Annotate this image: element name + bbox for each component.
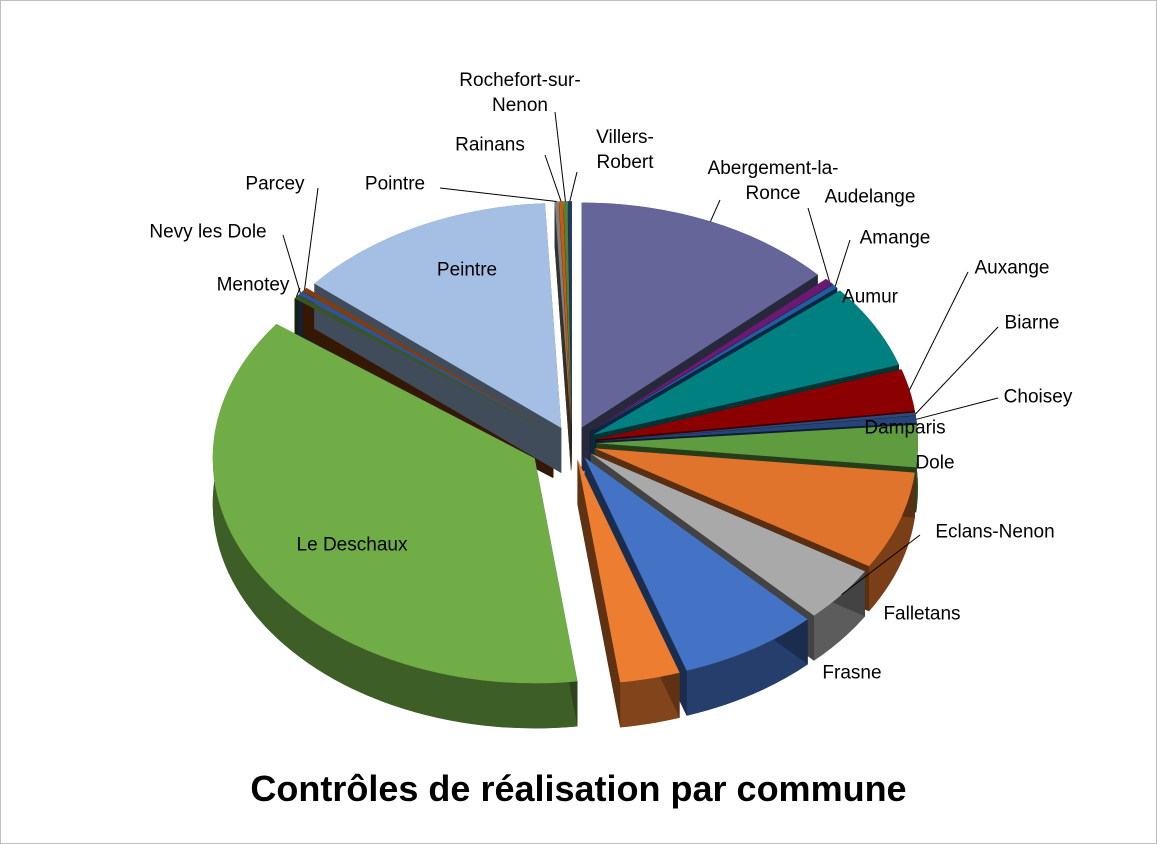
- slice-label: Falletans: [883, 603, 961, 625]
- slice-label: Audelange: [824, 186, 916, 208]
- slice: [594, 448, 915, 567]
- slice: [595, 415, 917, 442]
- leader-line: [710, 199, 721, 222]
- slice-label: Villers-Robert: [596, 127, 654, 173]
- slice-side: [869, 472, 915, 612]
- slice-label: Le Deschaux: [296, 534, 408, 556]
- slice: [314, 203, 562, 428]
- slice-label: Pointre: [364, 173, 426, 195]
- slice-side: [686, 619, 808, 716]
- slice-label: Dole: [915, 452, 955, 474]
- leader-line: [304, 187, 319, 290]
- slice: [567, 201, 572, 427]
- slice-cut: [554, 201, 571, 472]
- leader-line: [807, 207, 830, 282]
- slice-label: Eclans-Nenon: [935, 521, 1055, 543]
- slice-label: Menotey: [216, 274, 290, 296]
- slice-label: Nevy les Dole: [149, 221, 267, 243]
- slice: [581, 202, 818, 428]
- slice: [595, 412, 916, 441]
- leader-line: [282, 234, 301, 294]
- slice-cut: [577, 459, 621, 728]
- slice-label: Damparis: [864, 417, 946, 439]
- leader-line: [916, 397, 999, 420]
- leader-line: [554, 111, 566, 202]
- slice: [302, 287, 554, 433]
- leader-line: [834, 239, 851, 287]
- slice-label: Biarne: [1004, 312, 1060, 334]
- slice: [592, 290, 899, 435]
- leader-line: [569, 171, 578, 202]
- leader-line: [909, 271, 969, 391]
- leader-line: [439, 187, 557, 202]
- slice-label: Amange: [859, 227, 931, 249]
- slice-label: Auxange: [974, 257, 1050, 279]
- slice: [559, 201, 572, 427]
- slice: [577, 459, 680, 683]
- slice-label: Choisey: [1003, 386, 1073, 408]
- slice-label: Rochefort-sur-Nenon: [459, 70, 581, 116]
- slice: [554, 201, 571, 427]
- slice: [590, 284, 838, 433]
- slice: [212, 323, 578, 684]
- leader-line: [544, 154, 562, 202]
- slice: [589, 278, 833, 432]
- slice: [590, 453, 866, 616]
- slice-label: Rainans: [455, 134, 525, 156]
- slice-label: Parcey: [245, 173, 305, 195]
- slice: [563, 201, 572, 427]
- slice: [595, 369, 915, 440]
- slice-label: Peintre: [436, 259, 498, 281]
- slice-side: [212, 323, 578, 729]
- slice-label: Abergement-la-Ronce: [707, 158, 839, 204]
- slice-label: Aumur: [842, 286, 898, 308]
- slice: [294, 295, 553, 433]
- slice: [584, 457, 808, 671]
- slice: [298, 291, 554, 433]
- leader-line: [841, 534, 921, 595]
- slice-label: Frasne: [822, 662, 882, 684]
- chart-title: Contrôles de réalisation par commune: [250, 768, 907, 809]
- slice: [595, 424, 918, 468]
- leader-line: [915, 326, 999, 415]
